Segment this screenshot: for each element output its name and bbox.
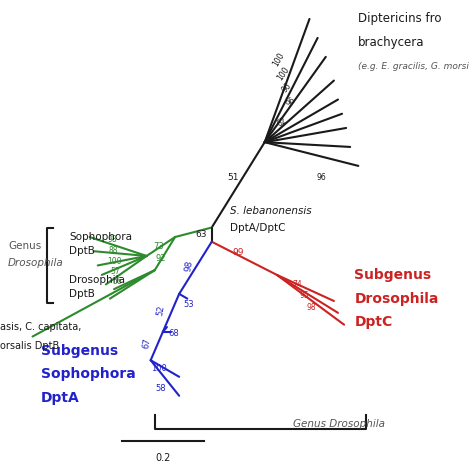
Text: DptB: DptB — [69, 289, 95, 299]
Text: 96: 96 — [281, 81, 294, 94]
Text: 98: 98 — [107, 235, 117, 244]
Text: DptB: DptB — [69, 246, 95, 256]
Text: Sophophora: Sophophora — [69, 232, 132, 242]
Text: 92: 92 — [155, 254, 166, 263]
Text: 0.2: 0.2 — [155, 453, 171, 463]
Text: DptC: DptC — [354, 315, 392, 329]
Text: 74: 74 — [292, 280, 302, 289]
Text: 53: 53 — [183, 300, 194, 309]
Text: orsalis DptB: orsalis DptB — [0, 341, 59, 351]
Text: 62: 62 — [276, 116, 289, 129]
Text: 73: 73 — [154, 242, 164, 251]
Text: 51: 51 — [228, 173, 239, 182]
Text: 88: 88 — [109, 246, 118, 255]
Text: asis, C. capitata,: asis, C. capitata, — [0, 322, 82, 332]
Text: 100: 100 — [151, 364, 167, 373]
Text: S. lebanonensis: S. lebanonensis — [230, 206, 312, 216]
Text: 56: 56 — [112, 277, 122, 286]
Text: Diptericins fro: Diptericins fro — [358, 12, 442, 26]
Text: 68: 68 — [168, 329, 179, 337]
Text: Genus Drosophila: Genus Drosophila — [293, 419, 385, 429]
Text: 100: 100 — [275, 65, 291, 82]
Text: 52: 52 — [155, 304, 166, 317]
Text: 58: 58 — [155, 384, 166, 392]
Text: Sophophora: Sophophora — [41, 367, 136, 382]
Text: 95: 95 — [300, 291, 310, 300]
Text: Subgenus: Subgenus — [354, 268, 431, 282]
Text: 96: 96 — [284, 95, 298, 109]
Text: DptA: DptA — [41, 391, 80, 405]
Text: brachycera: brachycera — [358, 36, 425, 49]
Text: 67: 67 — [142, 337, 153, 350]
Text: 100: 100 — [107, 257, 122, 265]
Text: Drosophila: Drosophila — [8, 258, 64, 268]
Text: 100: 100 — [272, 51, 286, 68]
Text: 63: 63 — [195, 230, 207, 239]
Text: 98: 98 — [183, 259, 194, 272]
Text: Drosophila: Drosophila — [69, 274, 125, 285]
Text: 57: 57 — [111, 267, 120, 276]
Text: (e.g. E. gracilis, G. morsi: (e.g. E. gracilis, G. morsi — [358, 62, 469, 71]
Text: Genus: Genus — [8, 241, 41, 252]
Text: 96: 96 — [317, 173, 327, 182]
Text: DptA/DptC: DptA/DptC — [230, 222, 285, 233]
Text: Subgenus: Subgenus — [41, 344, 118, 358]
Text: 98: 98 — [306, 303, 316, 311]
Text: 99: 99 — [232, 248, 244, 256]
Text: Drosophila: Drosophila — [354, 292, 438, 306]
